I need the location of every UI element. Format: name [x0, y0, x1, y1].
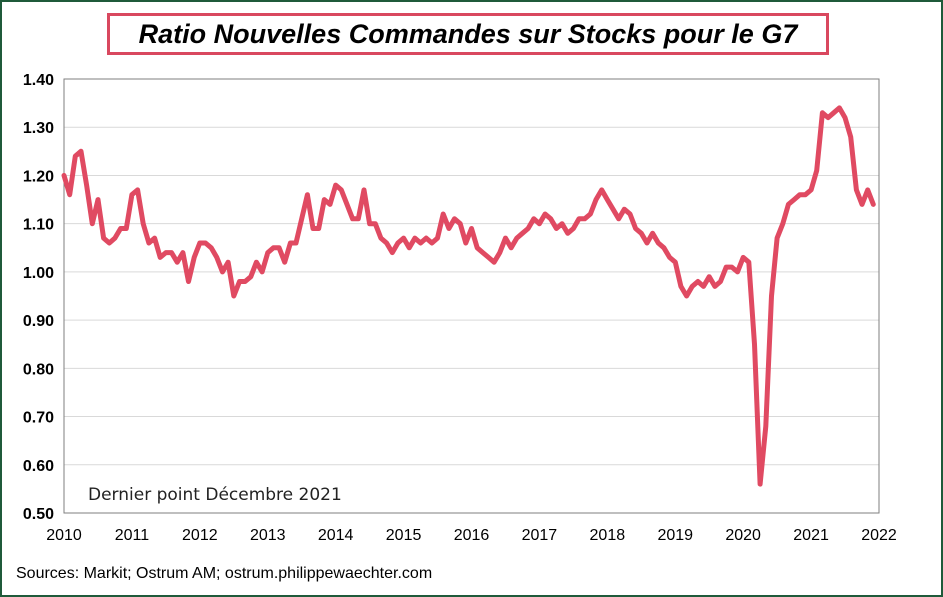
- y-axis-ticks: 0.50 0.60 0.70 0.80 0.90 1.00 1.10 1.20 1.30 1.40: [23, 72, 54, 523]
- x-tick-label: 2017: [522, 527, 558, 544]
- x-tick-label: 2021: [793, 527, 829, 544]
- plot-area-border: [63, 78, 880, 514]
- y-tick-label: 1.20: [23, 168, 54, 185]
- x-tick-label: 2016: [454, 527, 490, 544]
- x-tick-label: 2022: [861, 527, 897, 544]
- y-tick-label: 0.50: [23, 506, 54, 523]
- x-tick-label: 2020: [725, 527, 761, 544]
- x-tick-label: 2010: [46, 527, 82, 544]
- y-tick-label: 1.30: [23, 120, 54, 137]
- y-tick-label: 0.80: [23, 361, 54, 378]
- y-tick-label: 0.60: [23, 458, 54, 475]
- y-tick-label: 0.70: [23, 410, 54, 427]
- source-note: Sources: Markit; Ostrum AM; ostrum.phili…: [16, 565, 433, 582]
- y-tick-label: 1.10: [23, 217, 54, 234]
- y-tick-label: 1.40: [23, 72, 54, 89]
- x-tick-label: 2013: [250, 527, 286, 544]
- x-tick-label: 2014: [318, 527, 354, 544]
- last-point-annotation: Dernier point Décembre 2021: [88, 485, 342, 505]
- y-tick-label: 0.90: [23, 313, 54, 330]
- x-tick-label: 2012: [182, 527, 218, 544]
- x-axis-ticks: 2010 2011 2012 2013 2014 2015 2016 2017 2018 2019…: [46, 527, 897, 544]
- chart-title-box: Ratio Nouvelles Commandes sur Stocks pou…: [107, 13, 829, 55]
- y-tick-label: 1.00: [23, 265, 54, 282]
- x-tick-label: 2011: [115, 527, 150, 544]
- x-tick-label: 2015: [386, 527, 422, 544]
- series-line: [61, 105, 876, 487]
- x-tick-label: 2019: [657, 527, 693, 544]
- x-tick-label: 2018: [590, 527, 626, 544]
- chart-title: Ratio Nouvelles Commandes sur Stocks pou…: [138, 18, 798, 49]
